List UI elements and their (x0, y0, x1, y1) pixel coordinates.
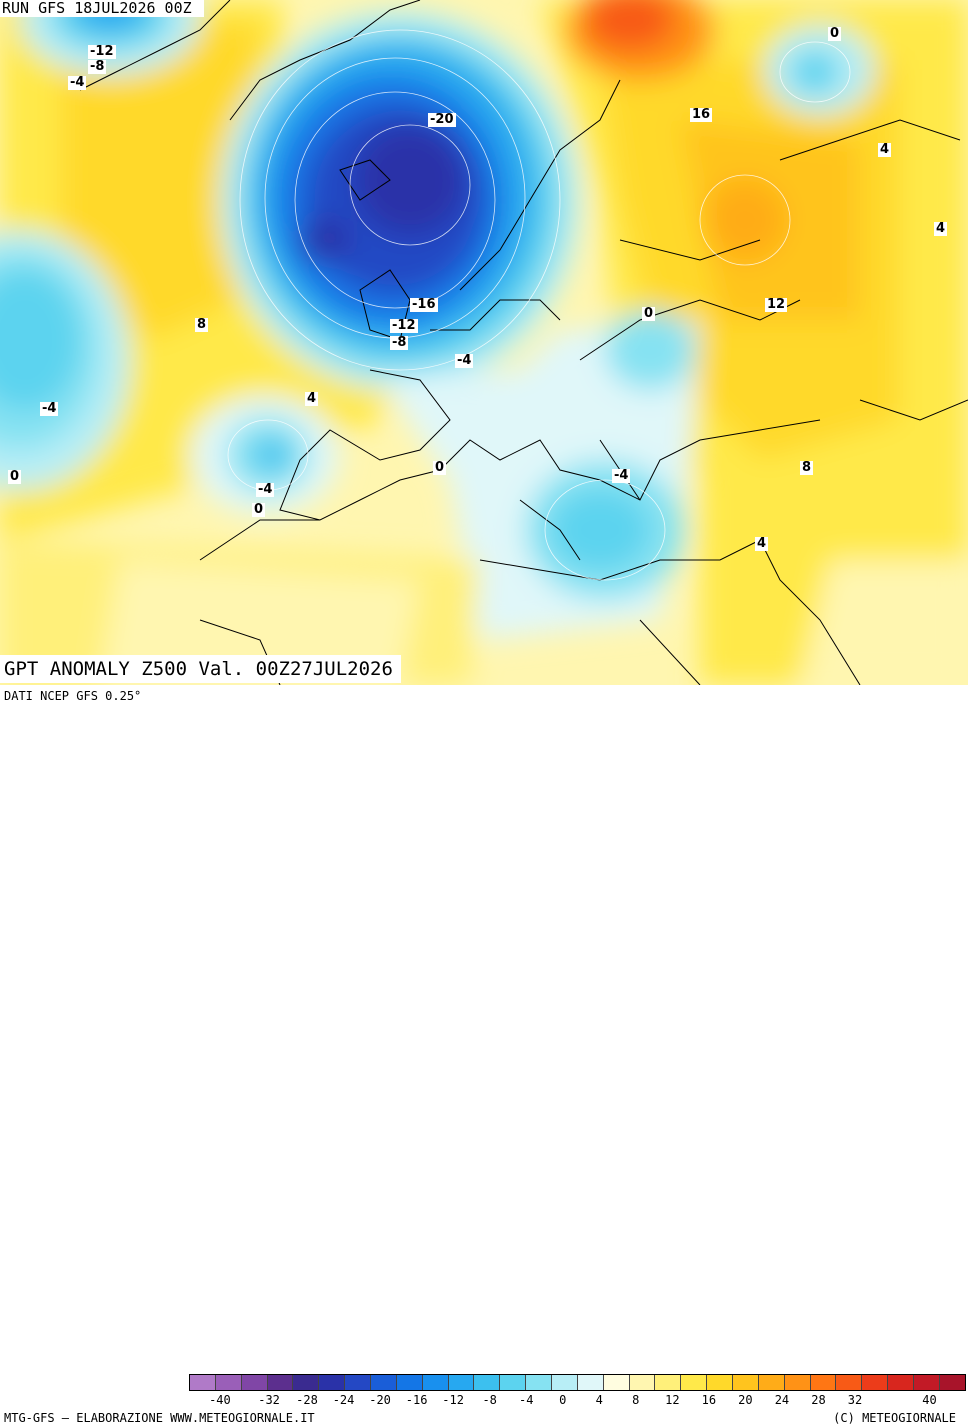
contour-label-0-med: 0 (433, 460, 447, 475)
colorbar-swatch (707, 1375, 734, 1390)
colorbar-tick-label: -8 (482, 1393, 497, 1407)
contour-label-m4-north: -4 (68, 75, 87, 90)
colorbar-tick-label: 12 (665, 1393, 680, 1407)
colorbar-swatch (655, 1375, 682, 1390)
contour-label-0-west: 0 (8, 469, 22, 484)
colorbar-tick-label: 4 (595, 1393, 603, 1407)
map-title: GPT ANOMALY Z500 Val. 00Z27JUL2026 (0, 655, 401, 683)
colorbar-tick-label: -28 (296, 1393, 318, 1407)
anomaly-field (0, 0, 968, 685)
credit-right: (C) METEOGIORNALE (833, 1411, 956, 1425)
colorbar-swatch (939, 1375, 965, 1390)
colorbar-swatch (914, 1375, 940, 1390)
colorbar-swatch (862, 1375, 889, 1390)
contour-label-m8-uk: -8 (390, 335, 409, 350)
colorbar-tick-label: -12 (442, 1393, 464, 1407)
contour-label-12: 12 (765, 297, 788, 312)
colorbar-swatch (474, 1375, 501, 1390)
colorbar-swatch (810, 1375, 837, 1390)
colorbar-swatch (293, 1375, 320, 1390)
colorbar-tick-label: 16 (701, 1393, 717, 1407)
colorbar-tick-label: 0 (559, 1393, 567, 1407)
colorbar-swatch (681, 1375, 708, 1390)
anomaly-map: RUN GFS 18JUL2026 00Z -12 -8 -4 -20 16 0 4 4 12 0… (0, 0, 968, 685)
contour-label-16: 16 (690, 107, 713, 122)
colorbar-swatch (267, 1375, 294, 1390)
colorbar-swatch (526, 1375, 553, 1390)
colorbar-ticks: -40 -32 -28 -24 -20 -16 -12 -8 -4 0 4 8 12 16 20 24 28 32… (189, 1393, 966, 1407)
colorbar-tick-label: -24 (332, 1393, 355, 1407)
colorbar-swatch (629, 1375, 656, 1390)
contour-label-0-iberia: 0 (252, 502, 266, 517)
colorbar-swatch (577, 1375, 604, 1390)
contour-label-m4-west: -4 (40, 401, 59, 416)
colorbar-swatch (733, 1375, 759, 1390)
colorbar-tick-label: -32 (258, 1393, 280, 1407)
contour-label-m12-uk: -12 (390, 318, 418, 333)
colorbar-swatch (396, 1375, 423, 1390)
colorbar-swatch (448, 1375, 475, 1390)
contour-label-m4-iberia: -4 (256, 482, 275, 497)
contour-label-m4-benelux: -4 (455, 353, 474, 368)
contour-label-8-atlantic: 8 (195, 317, 209, 332)
colorbar-swatch (500, 1375, 527, 1390)
contour-label-8-turkey: 8 (800, 460, 814, 475)
colorbar-swatch (888, 1375, 915, 1390)
colorbar-tick-label: 40 (922, 1393, 937, 1407)
colorbar-swatch (836, 1375, 863, 1390)
colorbar-tick-label: -20 (369, 1393, 391, 1407)
contour-label-m16: -16 (410, 297, 438, 312)
colorbar-tick-label: 8 (632, 1393, 640, 1407)
footer: DATI NCEP GFS 0.25° -40 -32 -28 -24 -20 -16 -1… (0, 685, 968, 1425)
contour-label-0-ne: 0 (828, 26, 842, 41)
colorbar-swatch (190, 1375, 216, 1390)
colorbar-swatch (784, 1375, 811, 1390)
colorbar-swatch (215, 1375, 242, 1390)
contour-label-m4-greece: -4 (612, 468, 631, 483)
colorbar-swatch (422, 1375, 449, 1390)
colorbar-tick-label: 32 (847, 1393, 863, 1407)
colorbar-tick-label: 20 (738, 1393, 753, 1407)
colorbar-tick-label: -16 (405, 1393, 428, 1407)
colorbar (189, 1374, 966, 1391)
colorbar-tick-label: -4 (518, 1393, 534, 1407)
contour-label-4-mideast: 4 (755, 536, 769, 551)
contour-label-4-east-edge: 4 (934, 221, 948, 236)
contour-label-4-east: 4 (878, 142, 892, 157)
colorbar-swatch (758, 1375, 785, 1390)
colorbar-swatch (371, 1375, 397, 1390)
data-source-label: DATI NCEP GFS 0.25° (4, 689, 142, 703)
credit-left: MTG-GFS – ELABORAZIONE WWW.METEOGIORNALE… (4, 1411, 315, 1425)
contour-label-m8-north: -8 (88, 59, 107, 74)
run-label: RUN GFS 18JUL2026 00Z (0, 0, 204, 17)
coastlines (79, 0, 968, 685)
contour-label-m12-north: -12 (88, 44, 116, 59)
colorbar-tick-label: -40 (209, 1393, 231, 1407)
contour-label-m20: -20 (428, 112, 456, 127)
colorbar-tick-label: 28 (811, 1393, 826, 1407)
contour-label-4-atlantic: 4 (305, 391, 319, 406)
colorbar-swatch (552, 1375, 578, 1390)
colorbar-swatch (345, 1375, 372, 1390)
colorbar-swatch (319, 1375, 346, 1390)
colorbar-swatch (603, 1375, 630, 1390)
colorbar-tick-label: 24 (774, 1393, 790, 1407)
colorbar-swatch (241, 1375, 268, 1390)
contour-label-0-balkans: 0 (642, 306, 656, 321)
